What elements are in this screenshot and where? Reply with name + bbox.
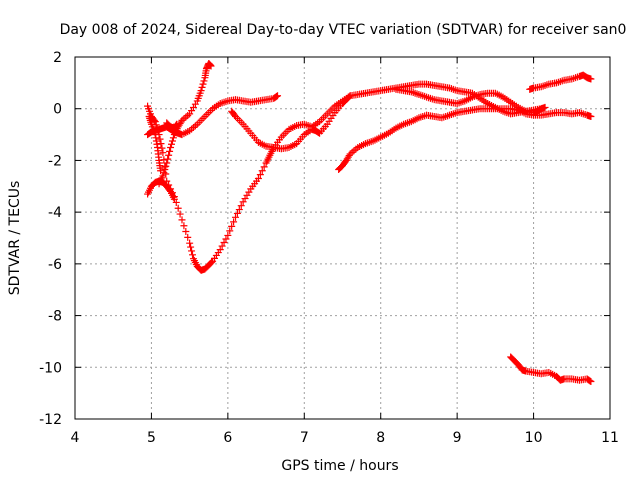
data-point: [258, 167, 266, 175]
data-point: [180, 222, 188, 230]
x-tick-label: 10: [525, 430, 543, 446]
y-tick-label: 2: [53, 50, 62, 66]
data-point: [157, 167, 165, 175]
data-point: [216, 246, 224, 254]
data-point: [260, 163, 268, 171]
data-point: [182, 228, 190, 236]
y-tick-label: -8: [48, 309, 62, 325]
data-point: [226, 227, 234, 235]
data-point: [220, 239, 228, 247]
data-point: [188, 247, 196, 255]
data-point: [235, 206, 243, 214]
data-point: [174, 204, 182, 212]
data-point: [178, 216, 186, 224]
data-point: [163, 159, 171, 167]
data-point: [230, 218, 238, 226]
series-arc-9: [392, 85, 549, 117]
data-point: [207, 62, 215, 70]
data-point: [198, 83, 206, 91]
data-point: [218, 242, 226, 250]
data-point: [167, 144, 175, 151]
data-point: [184, 233, 192, 241]
data-point: [224, 231, 232, 239]
data-point: [200, 77, 208, 85]
data-point: [256, 171, 264, 179]
data-point: [189, 251, 197, 259]
data-point: [173, 120, 181, 128]
y-tick-label: -12: [39, 412, 62, 428]
x-tick-label: 4: [71, 430, 80, 446]
x-tick-label: 9: [453, 430, 462, 446]
data-point: [156, 135, 164, 143]
data-point: [254, 175, 262, 183]
data-point: [346, 92, 354, 100]
data-point: [237, 202, 245, 210]
data-point: [159, 149, 167, 157]
x-tick-label: 8: [376, 430, 385, 446]
data-point: [274, 92, 282, 100]
data-point: [161, 165, 169, 173]
x-tick-label: 5: [147, 430, 156, 446]
data-point: [166, 147, 174, 155]
series-arc-7: [228, 92, 354, 153]
data-point: [186, 239, 194, 247]
data-point: [345, 93, 353, 101]
series-arc-5: [145, 112, 165, 175]
data-point: [197, 87, 205, 95]
y-tick-label: -4: [48, 205, 62, 221]
data-point: [586, 377, 594, 385]
data-point: [164, 155, 172, 163]
x-tick-label: 6: [223, 430, 232, 446]
data-point: [273, 92, 281, 100]
data-point: [159, 172, 167, 180]
plot-frame: [74, 56, 611, 420]
points-layer: [144, 59, 595, 386]
data-point: [199, 80, 207, 88]
data-point: [157, 140, 165, 148]
data-point: [158, 144, 166, 152]
y-axis-label: SDTVAR / TECUs: [7, 181, 23, 296]
x-tick-label: 7: [300, 430, 309, 446]
chart-title: Day 008 of 2024, Sidereal Day-to-day VTE…: [60, 22, 627, 38]
x-tick-label: 11: [601, 430, 619, 446]
data-point: [187, 243, 195, 251]
data-point: [176, 210, 184, 218]
series-arc-11: [507, 353, 595, 386]
series-arc-6: [163, 119, 181, 132]
data-point: [587, 75, 595, 83]
data-point: [222, 235, 230, 243]
y-tick-label: 0: [53, 102, 62, 118]
data-point: [165, 151, 173, 159]
data-point: [232, 213, 239, 221]
data-point: [233, 209, 241, 217]
data-point: [587, 378, 595, 386]
data-point: [168, 137, 176, 145]
data-point: [162, 162, 170, 170]
data-point: [541, 103, 549, 111]
x-axis-ticks: 4 5 6 7 8 9 10 11: [71, 57, 619, 446]
y-tick-label: -10: [39, 360, 62, 376]
y-tick-label: -2: [48, 153, 62, 169]
data-point: [208, 258, 216, 266]
data-point: [170, 195, 178, 203]
y-tick-label: -6: [48, 257, 62, 273]
y-axis-ticks: 2 0 -2 -4 -6 -8 -10 -12: [39, 50, 610, 428]
data-point: [587, 112, 595, 120]
series-arc-10: [526, 71, 595, 93]
series-arc-8: [335, 105, 595, 173]
data-point: [228, 222, 236, 230]
data-point: [169, 134, 177, 142]
data-point: [151, 118, 159, 126]
x-axis-label: GPS time / hours: [281, 458, 398, 474]
data-point: [167, 140, 175, 148]
series-arc-4: [155, 59, 215, 188]
